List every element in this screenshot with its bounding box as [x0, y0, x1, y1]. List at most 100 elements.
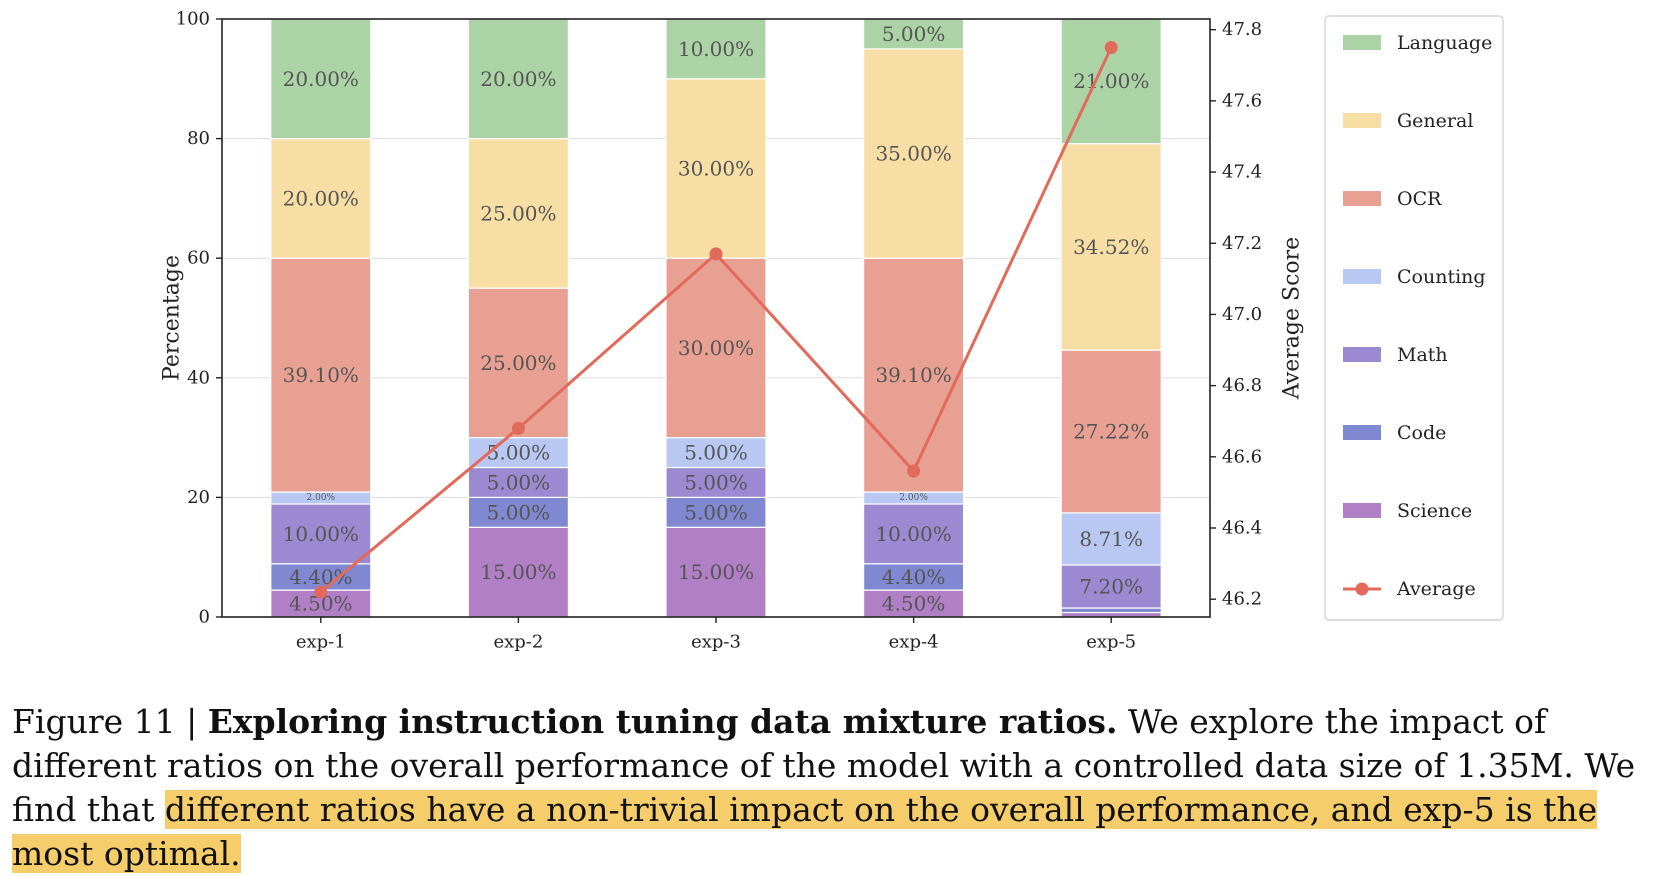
bar-segment-science	[467, 526, 569, 618]
bar-value-label: 25.00%	[480, 201, 556, 225]
y-right-tick-label: 46.4	[1222, 518, 1262, 539]
legend-swatch-code	[1343, 425, 1381, 440]
bar-segment-language	[1060, 17, 1162, 145]
bar-value-label: 39.10%	[283, 363, 359, 387]
y-right-tick-label: 47.8	[1222, 19, 1262, 40]
average-point	[314, 585, 328, 599]
bar-value-label: 25.00%	[480, 351, 556, 375]
bar-value-label: 5.00%	[487, 441, 551, 465]
legend-label-counting: Counting	[1397, 266, 1486, 288]
bar-value-label: 21.00%	[1073, 69, 1149, 93]
bar-segment-math	[665, 466, 767, 498]
bar-labels: 4.50%15.00% 15.00%4.50%4.40%5.00% 5.00%4.4…	[283, 22, 1150, 616]
bar-segment-counting	[1060, 512, 1162, 566]
axes: 0 20 40 60 80 100 46.2 46.4 46.6 46.8 47.0 47.2 47.4…	[160, 9, 1305, 653]
figure-caption: Figure 11 | Exploring instruction tuning…	[12, 700, 1662, 876]
y-tick-label: 100	[176, 9, 210, 30]
bar-value-label: 30.00%	[678, 157, 754, 181]
bar-segment-ocr	[862, 257, 965, 493]
bar-segment-general	[862, 48, 965, 259]
bar-value-label: 20.00%	[480, 67, 556, 91]
legend-swatch-ocr	[1343, 191, 1381, 206]
bar-value-label: 15.00%	[678, 560, 754, 584]
x-tick-label: exp-4	[889, 632, 939, 653]
bar-value-label: 39.10%	[875, 363, 951, 387]
y-right-tick-label: 46.6	[1222, 446, 1262, 467]
legend-swatch-science	[1343, 503, 1381, 518]
legend-box	[1324, 15, 1504, 621]
bar-value-label: 8.71%	[1079, 527, 1143, 551]
y-right-tick-label: 47.2	[1222, 233, 1262, 254]
average-line	[314, 40, 1118, 599]
legend-swatch-general	[1343, 113, 1381, 128]
bar-value-label: 4.40%	[289, 565, 353, 589]
bar-segment-ocr	[1060, 349, 1162, 514]
bar-segment-general	[665, 78, 767, 259]
bar-segment-language	[665, 18, 767, 80]
bar-segment-ocr	[467, 287, 569, 439]
legend-label-average: Average	[1396, 578, 1476, 600]
chart: 4.50%15.00% 15.00%4.50%4.40%5.00% 5.00%4.4…	[160, 9, 1504, 653]
bar-segment-math	[1060, 564, 1162, 609]
bar-value-label: 30.00%	[678, 336, 754, 360]
bar-segment-math	[862, 503, 965, 565]
average-point	[511, 421, 525, 435]
legend-swatch-language	[1343, 35, 1381, 50]
y-right-tick-label: 47.0	[1222, 304, 1262, 325]
bar-segment-language	[270, 18, 372, 140]
legend-label-language: Language	[1397, 32, 1492, 54]
legend-label-code: Code	[1397, 422, 1446, 444]
y-right-tick-label: 46.2	[1222, 589, 1262, 610]
caption-body: We explore the impact of different ratio…	[12, 702, 1636, 829]
bar-segment-code	[862, 563, 965, 591]
y-tick-label: 0	[199, 607, 210, 628]
bar-value-label: 5.00%	[684, 470, 748, 494]
bar-segment-counting	[467, 437, 569, 469]
legend-label-general: General	[1397, 110, 1473, 132]
legend-marker-average	[1355, 582, 1369, 596]
bar-segment-general	[467, 138, 569, 289]
bar-value-label: 2.00%	[899, 493, 928, 503]
legend-label-science: Science	[1397, 500, 1472, 522]
bar-value-label: 7.20%	[1079, 575, 1143, 599]
average-point	[1104, 40, 1118, 54]
bar-segment-science	[665, 526, 767, 618]
caption-prefix: Figure 11 |	[12, 702, 208, 741]
y-tick-label: 80	[187, 128, 210, 149]
y-right-tick-label: 47.6	[1222, 90, 1262, 111]
bar-value-label: 34.52%	[1073, 235, 1149, 259]
y-tick-label: 60	[187, 248, 210, 269]
y-tick-label: 40	[187, 367, 210, 388]
caption-title: Exploring instruction tuning data mixtur…	[207, 702, 1118, 741]
x-tick-label: exp-5	[1086, 632, 1136, 653]
bar-value-label: 5.00%	[487, 470, 551, 494]
bar-value-label: 20.00%	[283, 186, 359, 210]
y-right-axis-label: Average Score	[1280, 237, 1305, 400]
bar-segment-language	[467, 18, 569, 140]
bar-segment-general	[270, 138, 372, 259]
legend-swatch-math	[1343, 347, 1381, 362]
bar-value-label: 15.00%	[480, 560, 556, 584]
bar-value-label: 27.22%	[1073, 420, 1149, 444]
x-tick-label: exp-2	[493, 632, 543, 653]
bar-value-label: 5.00%	[487, 500, 551, 524]
y-right-tick-label: 47.4	[1222, 162, 1262, 183]
bar-segment-code	[665, 496, 767, 528]
average-point	[907, 464, 921, 478]
bar-segment-ocr	[665, 257, 767, 439]
bar-value-label: 35.00%	[875, 142, 951, 166]
bar-value-label: 10.00%	[678, 37, 754, 61]
bar-segment-counting	[665, 437, 767, 469]
bar-value-label: 10.00%	[283, 522, 359, 546]
bar-value-label: 5.00%	[684, 500, 748, 524]
y-tick-label: 20	[187, 487, 210, 508]
legend-label-math: Math	[1397, 344, 1448, 366]
legend-label-ocr: OCR	[1397, 188, 1442, 210]
legend: Language General OCR Counting Math Code Scienc…	[1324, 15, 1504, 621]
bar-segment-ocr	[270, 257, 372, 493]
bar-value-label: 4.50%	[882, 592, 946, 616]
y-right-tick-label: 46.8	[1222, 375, 1262, 396]
x-tick-label: exp-3	[691, 632, 741, 653]
bar-value-label: 10.00%	[875, 522, 951, 546]
y-axis-label: Percentage	[160, 255, 185, 381]
